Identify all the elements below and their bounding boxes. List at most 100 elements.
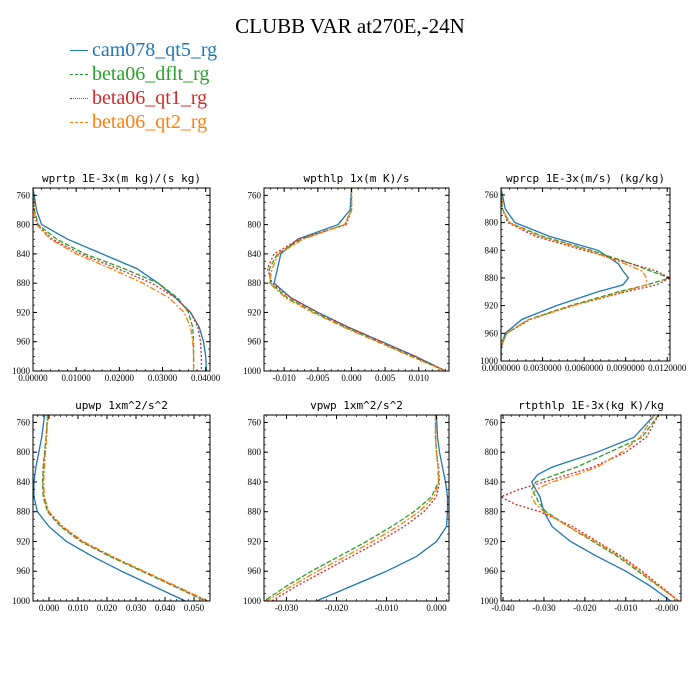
x-tick-label: 0.000 <box>341 373 362 383</box>
series-line <box>33 415 186 601</box>
series-line <box>501 415 680 601</box>
x-tick-label: 0.010 <box>68 603 89 613</box>
x-tick-label: 0.04000 <box>191 373 221 383</box>
series-line <box>501 188 648 361</box>
y-tick-label: 960 <box>485 566 499 576</box>
legend-entry: beta06_dflt_rg <box>70 62 217 86</box>
legend-entry: beta06_qt1_rg <box>70 86 217 110</box>
x-tick-label: 0.040 <box>155 603 176 613</box>
y-tick-label: 1000 <box>12 596 31 606</box>
series-line <box>273 188 446 371</box>
x-tick-label: -0.040 <box>491 603 515 613</box>
chart-panel: wpthlp 1x(m K)/s 760 800 840 880 920 960 1000 -0… <box>243 172 450 383</box>
legend-label: beta06_qt1_rg <box>92 87 208 109</box>
legend-label: cam078_qt5_rg <box>92 39 218 61</box>
x-tick-label: 0.02000 <box>105 373 135 383</box>
y-tick-label: 760 <box>248 417 262 427</box>
x-tick-label: 0.00000 <box>18 373 48 383</box>
legend-swatch-line <box>70 49 88 51</box>
legend-label: beta06_qt2_rg <box>92 111 208 133</box>
x-tick-label: -0.030 <box>275 603 299 613</box>
y-tick-label: 960 <box>17 337 31 347</box>
plot-frame <box>263 187 450 372</box>
series-line <box>33 188 208 371</box>
x-tick-label: -0.020 <box>325 603 349 613</box>
y-tick-label: 880 <box>248 507 262 517</box>
x-tick-label: 0.0000000 <box>482 363 521 373</box>
y-tick-label: 840 <box>485 245 499 255</box>
y-tick-label: 880 <box>248 278 262 288</box>
plot-frame <box>32 187 211 372</box>
y-tick-label: 840 <box>485 477 499 487</box>
y-tick-label: 960 <box>248 566 262 576</box>
x-tick-label: -0.010 <box>375 603 399 613</box>
y-tick-label: 880 <box>17 278 31 288</box>
y-tick-label: 960 <box>485 328 499 338</box>
x-tick-label: 0.000 <box>39 603 60 613</box>
legend-swatch-line <box>70 73 88 75</box>
chart-title: rtpthlp 1E-3x(kg K)/kg <box>518 399 664 412</box>
chart-panel: wprtp 1E-3x(m kg)/(s kg) 760 800 840 880 920 9… <box>12 172 221 383</box>
legend-label: beta06_dflt_rg <box>92 63 210 85</box>
y-tick-label: 1000 <box>480 596 499 606</box>
series-line <box>501 188 630 361</box>
x-tick-label: 0.0090000 <box>607 363 646 373</box>
y-tick-label: 800 <box>17 447 31 457</box>
y-tick-label: 920 <box>248 536 262 546</box>
x-tick-label: -0.020 <box>573 603 597 613</box>
x-tick-label: 0.0060000 <box>565 363 604 373</box>
plot-frame <box>500 187 671 362</box>
y-tick-label: 840 <box>248 249 262 259</box>
x-tick-label: -0.000 <box>655 603 679 613</box>
chart-title: vpwp 1xm^2/s^2 <box>310 399 403 412</box>
x-tick-label: 0.010 <box>409 373 430 383</box>
y-tick-label: 880 <box>485 273 499 283</box>
series-line <box>530 415 672 601</box>
x-tick-label: 0.03000 <box>148 373 178 383</box>
y-tick-label: 760 <box>248 190 262 200</box>
y-tick-label: 760 <box>485 190 499 200</box>
y-tick-label: 920 <box>17 536 31 546</box>
y-tick-label: 880 <box>17 507 31 517</box>
series-line <box>266 188 446 371</box>
y-tick-label: 800 <box>485 447 499 457</box>
x-tick-label: 0.030 <box>126 603 147 613</box>
series-line <box>43 415 209 601</box>
series-line <box>271 415 441 601</box>
plot-frame <box>32 414 211 602</box>
x-tick-label: 0.050 <box>184 603 205 613</box>
x-tick-label: 0.020 <box>97 603 118 613</box>
x-tick-label: 0.000 <box>426 603 447 613</box>
y-tick-label: 760 <box>17 190 31 200</box>
y-tick-label: 1000 <box>480 356 499 366</box>
y-tick-label: 840 <box>17 249 31 259</box>
y-tick-label: 960 <box>248 337 262 347</box>
x-tick-label: -0.030 <box>532 603 556 613</box>
y-tick-label: 960 <box>17 566 31 576</box>
series-line <box>33 188 195 371</box>
plot-frame <box>500 414 682 602</box>
y-tick-label: 840 <box>17 477 31 487</box>
legend-entry: cam078_qt5_rg <box>70 38 217 62</box>
y-tick-label: 920 <box>248 307 262 317</box>
series-line <box>264 415 440 601</box>
y-tick-label: 760 <box>17 417 31 427</box>
series-line <box>268 188 446 371</box>
y-tick-label: 880 <box>485 507 499 517</box>
legend: cam078_qt5_rg beta06_dflt_rg beta06_qt1_… <box>70 38 217 134</box>
y-tick-label: 1000 <box>243 366 262 376</box>
legend-swatch-line <box>70 97 88 99</box>
x-tick-label: 0.0030000 <box>523 363 562 373</box>
chart-title: wprcp 1E-3x(m/s) (kg/kg) <box>506 172 665 185</box>
series-line <box>266 415 440 601</box>
series-line <box>33 188 195 371</box>
chart-panel: rtpthlp 1E-3x(kg K)/kg 760 800 840 880 920 960… <box>480 399 682 613</box>
x-tick-label: 0.005 <box>375 373 396 383</box>
chart-panel: vpwp 1xm^2/s^2 760 800 840 880 920 960 1000 -0.0… <box>243 399 450 613</box>
chart-title: wprtp 1E-3x(m kg)/(s kg) <box>42 172 201 185</box>
x-tick-label: 0.0120000 <box>648 363 687 373</box>
series-line <box>268 188 446 371</box>
y-tick-label: 1000 <box>243 596 262 606</box>
y-tick-label: 800 <box>485 218 499 228</box>
